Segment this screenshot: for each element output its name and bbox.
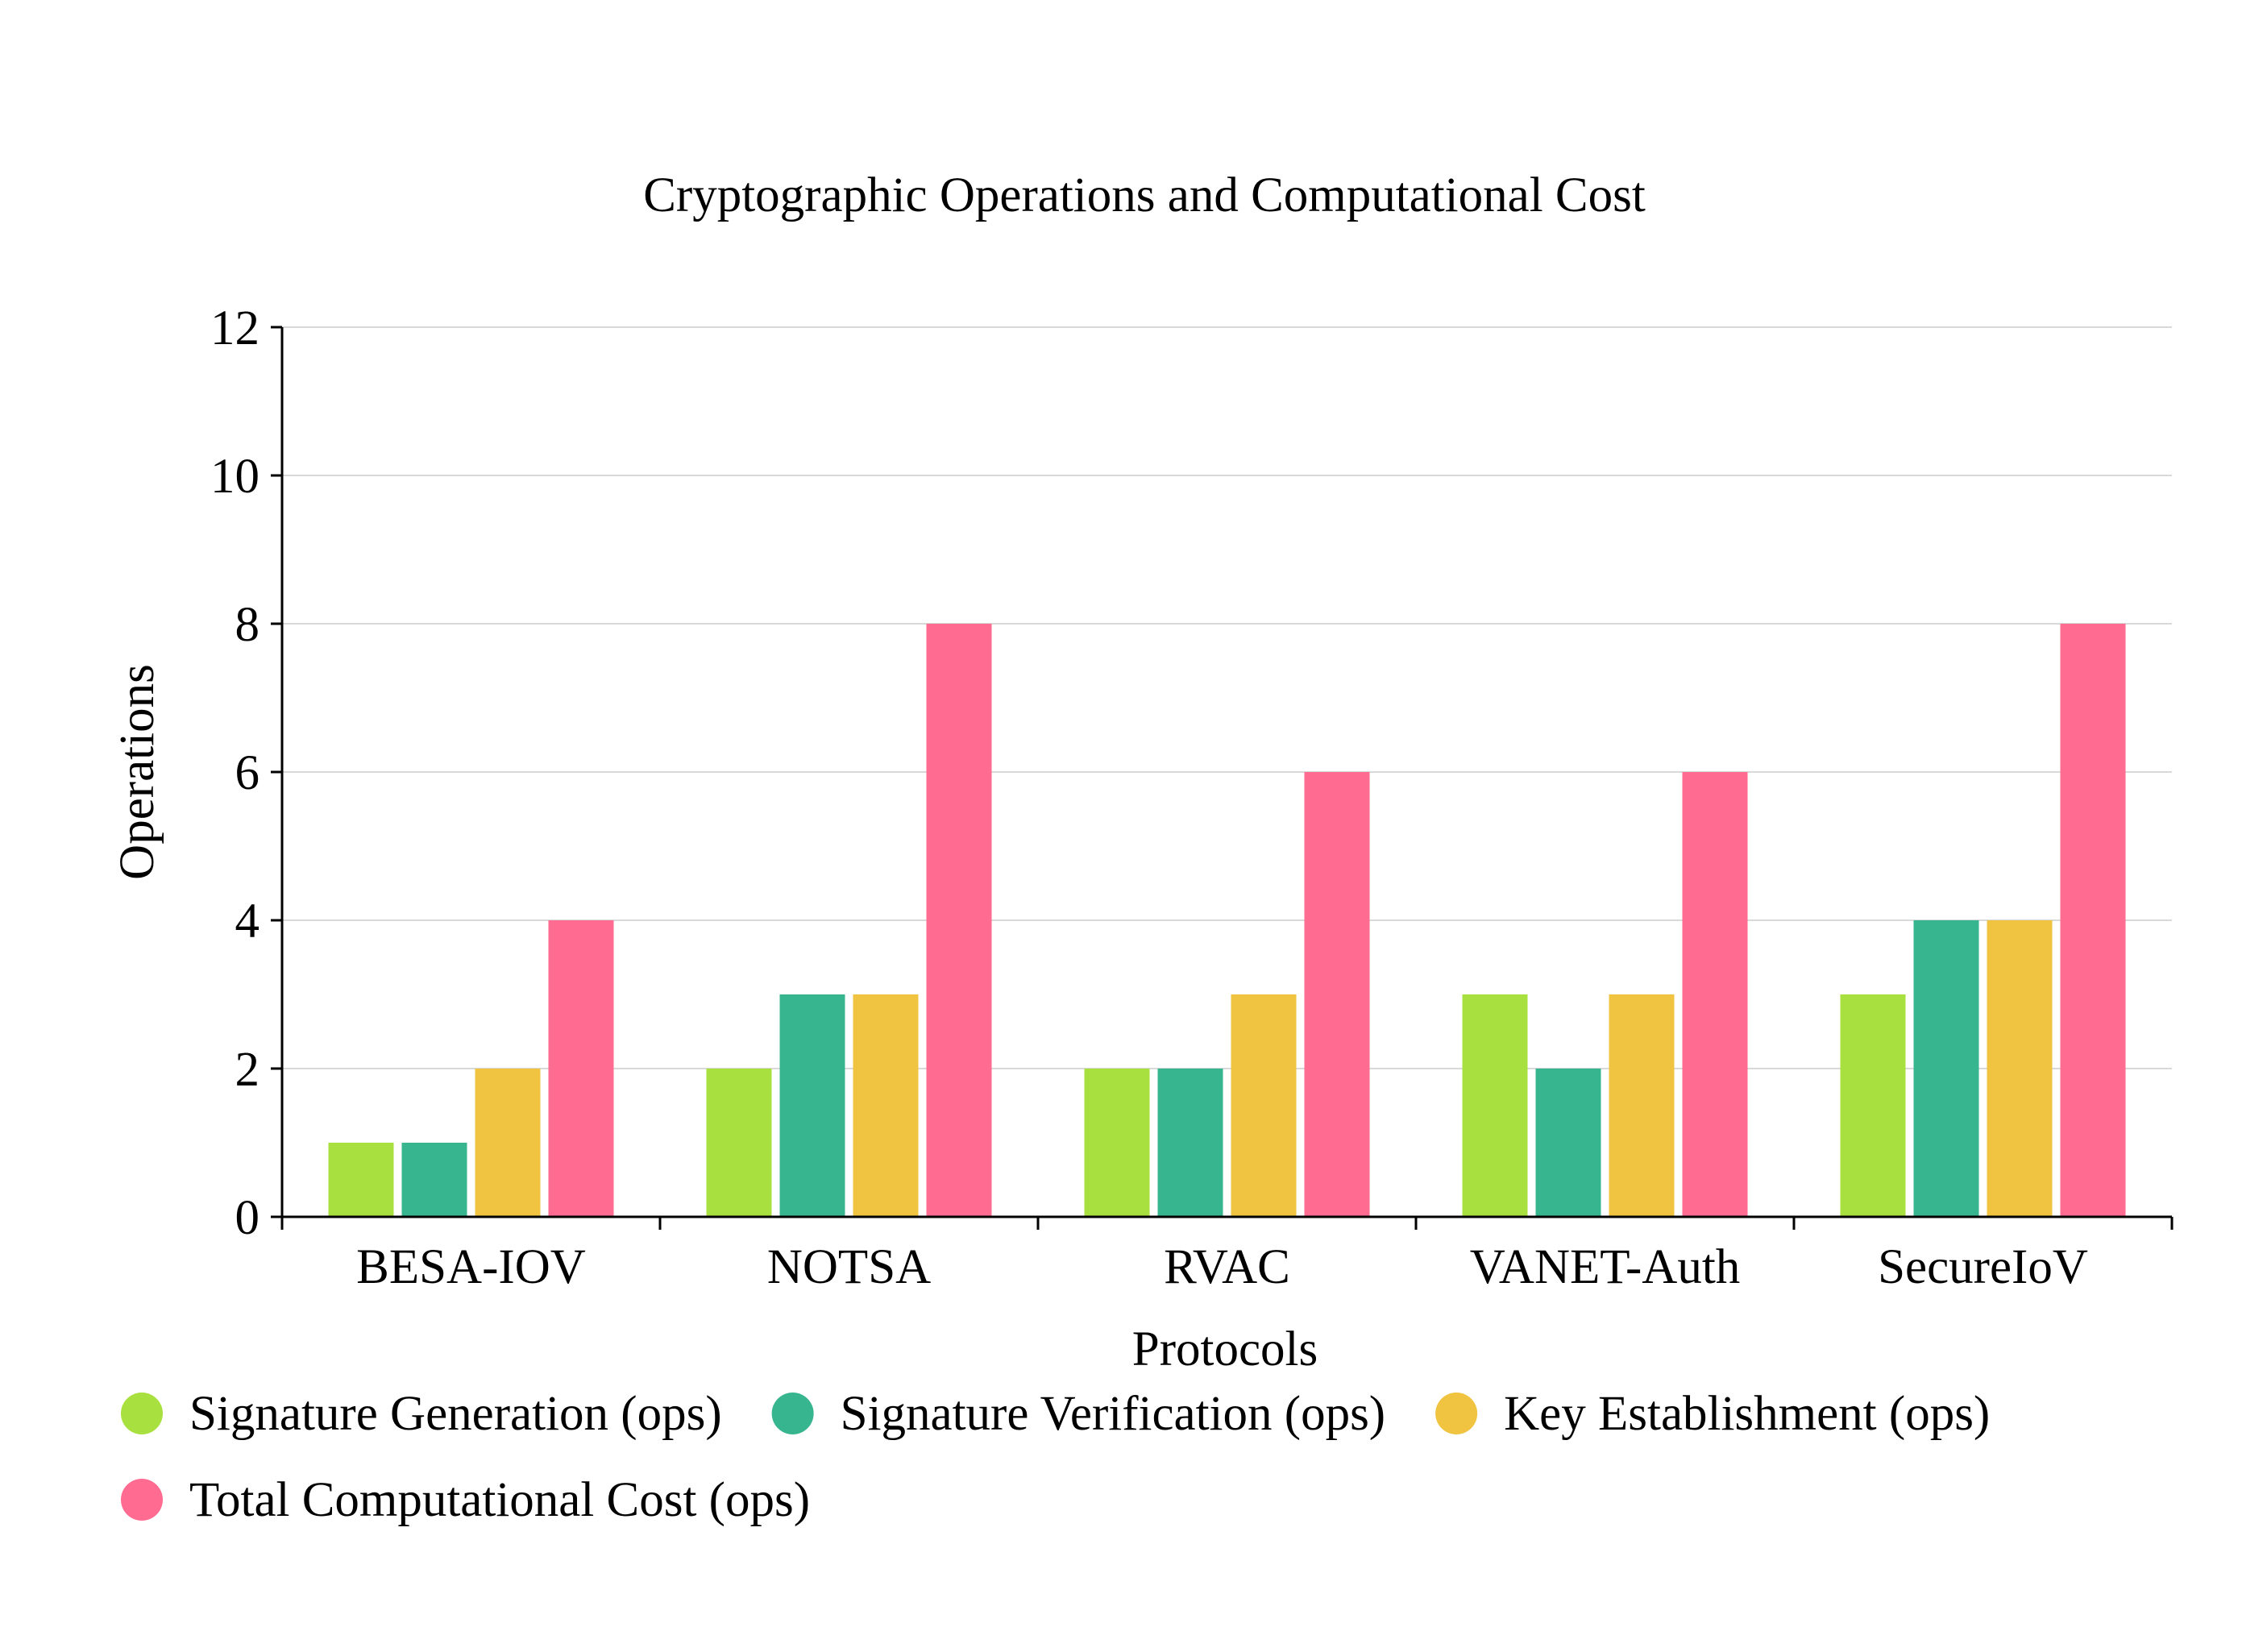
legend-swatch-0 xyxy=(121,1393,163,1434)
legend-label-2: Key Establishment (ops) xyxy=(1504,1387,1990,1441)
y-tick-label: 8 xyxy=(235,598,260,652)
y-tick-label: 12 xyxy=(210,301,260,355)
bar-1-0 xyxy=(706,1069,772,1217)
bar-2-2 xyxy=(1231,994,1297,1217)
bar-0-0 xyxy=(328,1143,394,1217)
y-tick-label: 6 xyxy=(235,746,260,800)
y-tick-label: 10 xyxy=(210,450,260,504)
bar-3-0 xyxy=(1462,994,1528,1217)
x-axis-label: Protocols xyxy=(1132,1322,1318,1376)
bar-0-2 xyxy=(475,1069,541,1217)
y-axis-label: Operations xyxy=(110,664,164,880)
x-tick-label: SecureIoV xyxy=(1878,1240,2088,1294)
legend-label-1: Signature Verification (ops) xyxy=(841,1387,1385,1441)
bars xyxy=(328,624,2126,1217)
bar-3-3 xyxy=(1682,772,1748,1217)
bar-0-3 xyxy=(548,920,614,1217)
x-tick-label: VANET-Auth xyxy=(1470,1240,1741,1294)
bar-3-2 xyxy=(1609,994,1675,1217)
legend-swatch-1 xyxy=(771,1393,814,1434)
bar-2-1 xyxy=(1157,1069,1223,1217)
x-tick-label: NOTSA xyxy=(767,1240,931,1294)
x-tick-label: BESA-IOV xyxy=(356,1240,586,1294)
bar-2-0 xyxy=(1084,1069,1150,1217)
legend-label-0: Signature Generation (ops) xyxy=(189,1387,722,1441)
bar-1-2 xyxy=(853,994,919,1217)
x-tick-label: RVAC xyxy=(1164,1240,1290,1294)
y-tick-label: 2 xyxy=(235,1043,260,1097)
legend: Signature Generation (ops) Signature Veri… xyxy=(121,1387,1990,1527)
bar-2-3 xyxy=(1304,772,1370,1217)
bar-0-1 xyxy=(401,1143,467,1217)
bar-1-1 xyxy=(779,994,845,1217)
legend-swatch-2 xyxy=(1435,1393,1478,1434)
axes: 0 2 4 6 8 10 12 BESA-IOV NOTSA RVAC VANET-Auth Secu… xyxy=(210,301,2174,1294)
bar-3-1 xyxy=(1535,1069,1601,1217)
legend-swatch-3 xyxy=(121,1479,163,1521)
y-tick-label: 0 xyxy=(235,1191,260,1245)
bar-4-0 xyxy=(1840,994,1906,1217)
bar-4-1 xyxy=(1913,920,1979,1217)
bar-1-3 xyxy=(926,624,992,1217)
chart-title: Cryptographic Operations and Computation… xyxy=(643,168,1646,222)
legend-label-3: Total Computational Cost (ops) xyxy=(189,1473,810,1527)
y-tick-label: 4 xyxy=(235,894,260,948)
bar-4-3 xyxy=(2060,624,2126,1217)
bar-4-2 xyxy=(1987,920,2053,1217)
